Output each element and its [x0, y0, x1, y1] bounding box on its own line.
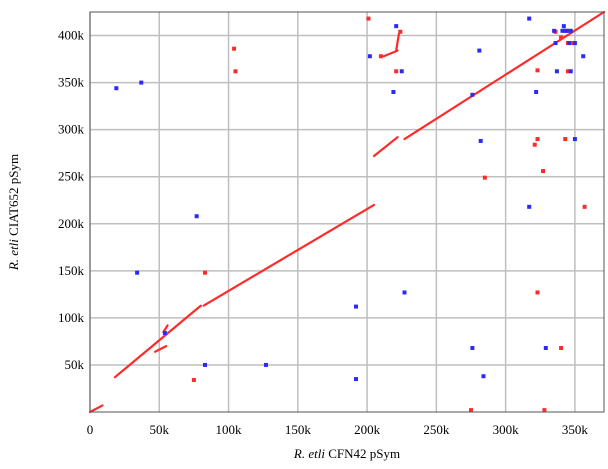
reverse-match-point-19	[527, 204, 532, 209]
forward-match-point-4	[366, 16, 371, 21]
y-tick-label-2: 150k	[58, 263, 85, 278]
x-tick-label-6: 300k	[493, 422, 520, 437]
x-axis-title-strain: CFN42 pSym	[325, 446, 400, 461]
reverse-match-point-30	[568, 69, 573, 74]
x-axis-title-species: R. etli	[293, 446, 325, 461]
y-axis-title: R. etli CIAT652 pSym	[6, 154, 21, 271]
reverse-match-point-0	[114, 86, 119, 91]
x-tick-label-4: 200k	[354, 422, 381, 437]
forward-match-point-9	[482, 175, 487, 180]
plot-frame	[89, 11, 605, 413]
y-tick-label-5: 300k	[58, 122, 85, 137]
reverse-match-point-10	[391, 90, 396, 94]
alignment-segment-6	[395, 32, 401, 52]
y-tick-label-6: 350k	[58, 75, 85, 90]
forward-match-point-7	[398, 29, 403, 34]
y-tick-label-7: 400k	[58, 28, 85, 43]
reverse-match-point-7	[354, 304, 359, 309]
forward-match-point-2	[232, 46, 237, 51]
forward-match-point-12	[535, 290, 540, 295]
forward-match-point-13	[535, 68, 540, 73]
reverse-match-point-4	[194, 214, 199, 219]
reverse-match-point-15	[470, 92, 475, 97]
y-axis-title-species: R. etli	[6, 239, 21, 271]
reverse-match-point-23	[552, 28, 557, 33]
reverse-match-point-34	[572, 41, 577, 46]
reverse-match-point-24	[553, 41, 558, 46]
alignment-segments	[88, 10, 606, 414]
alignment-segment-0	[88, 404, 104, 414]
forward-match-point-20	[565, 69, 570, 74]
reverse-match-point-1	[139, 80, 144, 85]
y-tick-label-0: 50k	[65, 357, 85, 372]
reverse-match-point-21	[534, 90, 539, 94]
forward-match-point-14	[541, 169, 546, 174]
reverse-match-point-20	[527, 16, 532, 21]
alignment-segment-5	[382, 49, 399, 58]
reverse-match-point-17	[478, 138, 483, 143]
reverse-match-point-25	[554, 69, 559, 74]
gridlines	[89, 12, 604, 412]
reverse-match-point-12	[399, 69, 404, 74]
reverse-match-point-2	[135, 270, 140, 275]
reverse-match-point-33	[581, 54, 586, 59]
alignment-segment-8	[154, 345, 168, 353]
x-tick-label-3: 150k	[285, 422, 312, 437]
forward-match-point-8	[468, 408, 473, 413]
alignment-segment-2	[202, 203, 376, 307]
x-tick-label-2: 100k	[216, 422, 243, 437]
x-tick-label-5: 250k	[423, 422, 450, 437]
forward-match-point-11	[535, 137, 540, 142]
reverse-match-point-18	[481, 374, 486, 379]
y-tick-label-1: 100k	[58, 310, 85, 325]
x-tick-label-1: 50k	[150, 422, 170, 437]
y-axis-title-strain: CIAT652 pSym	[6, 154, 21, 239]
reverse-match-point-27	[561, 24, 566, 29]
alignment-segment-4	[403, 10, 606, 141]
alignment-segment-3	[372, 136, 399, 158]
reverse-match-point-9	[367, 54, 372, 59]
reverse-match-point-6	[263, 362, 268, 367]
reverse-match-point-3	[162, 330, 167, 335]
forward-match-point-0	[191, 378, 196, 382]
reverse-match-point-8	[354, 377, 359, 382]
alignment-segment-7	[162, 324, 169, 334]
y-tick-label-4: 250k	[58, 169, 85, 184]
x-axis-title: R. etli CFN42 pSym	[293, 446, 400, 461]
match-points	[114, 16, 587, 413]
reverse-match-point-5	[202, 362, 207, 367]
forward-match-point-22	[582, 204, 587, 209]
forward-match-point-16	[559, 346, 564, 350]
x-tick-label-0: 0	[87, 422, 94, 437]
forward-match-point-10	[532, 142, 537, 147]
reverse-match-point-31	[568, 28, 573, 33]
forward-match-point-24	[559, 35, 564, 40]
x-tick-labels: 0 50k 100k 150k 200k 250k 300k 350k	[87, 422, 589, 437]
forward-match-point-3	[233, 69, 238, 74]
reverse-match-point-35	[564, 28, 569, 33]
reverse-match-point-26	[560, 28, 565, 33]
alignment-segment-1	[113, 304, 202, 379]
forward-match-point-6	[394, 69, 399, 74]
x-tick-label-7: 350k	[562, 422, 589, 437]
reverse-match-point-29	[567, 41, 572, 46]
reverse-match-point-14	[470, 346, 475, 350]
reverse-match-point-11	[394, 24, 399, 29]
y-tick-label-3: 200k	[58, 216, 85, 231]
reverse-match-point-22	[543, 346, 548, 350]
reverse-match-point-32	[572, 137, 577, 142]
reverse-match-point-16	[477, 48, 482, 53]
forward-match-point-1	[202, 270, 207, 275]
reverse-match-point-13	[402, 290, 407, 295]
y-tick-labels: 50k 100k 150k 200k 250k 300k 350k 400k	[58, 28, 85, 372]
forward-match-point-17	[563, 137, 568, 142]
forward-match-point-15	[542, 408, 547, 413]
forward-match-point-5	[378, 54, 383, 59]
